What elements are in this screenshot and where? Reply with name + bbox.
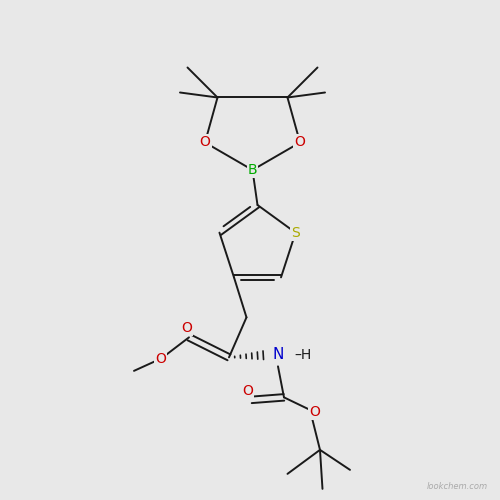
Text: O: O — [200, 136, 210, 149]
Text: S: S — [291, 226, 300, 239]
Text: O: O — [294, 136, 306, 149]
Text: N: N — [272, 348, 283, 362]
Text: O: O — [310, 406, 320, 419]
Text: lookchem.com: lookchem.com — [426, 482, 488, 491]
Text: O: O — [242, 384, 253, 398]
Text: O: O — [181, 322, 192, 336]
Text: –H: –H — [294, 348, 311, 362]
Text: O: O — [155, 352, 166, 366]
Text: B: B — [248, 163, 258, 177]
